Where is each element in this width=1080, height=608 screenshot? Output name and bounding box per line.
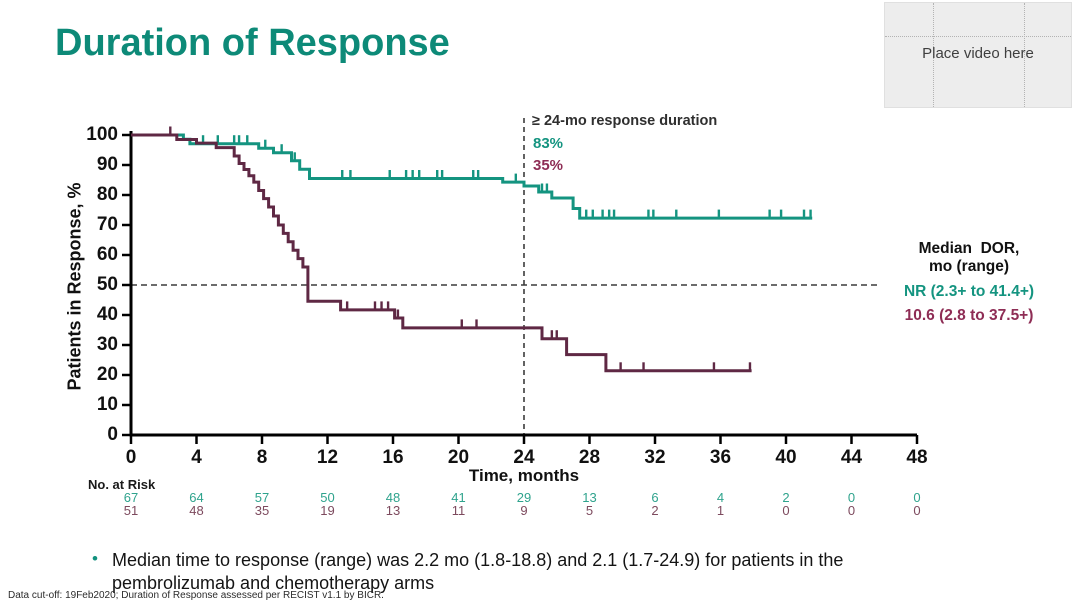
km-curve-chemotherapy [131, 133, 752, 373]
km-curve-pembrolizumab [131, 133, 813, 220]
risk-value-chemotherapy: 48 [189, 503, 204, 518]
risk-value-pembrolizumab: 6 [651, 490, 659, 505]
risk-value-chemotherapy: 11 [451, 503, 466, 518]
bullet-text: Median time to response (range) was 2.2 … [112, 550, 844, 593]
video-placeholder-label: Place video here [922, 45, 1034, 62]
y-tick-label: 50 [96, 274, 118, 295]
risk-value-pembrolizumab: 57 [254, 490, 270, 505]
risk-value-pembrolizumab: 48 [385, 490, 401, 505]
x-axis-title: Time, months [468, 466, 580, 485]
risk-value-pembrolizumab: 0 [847, 490, 856, 505]
x-tick-label: 24 [513, 447, 535, 468]
y-tick-label: 40 [96, 304, 118, 325]
placeholder-guide-hline [885, 36, 1071, 37]
risk-value-pembrolizumab: 50 [320, 490, 335, 505]
y-tick-label: 100 [86, 124, 118, 145]
risk-value-chemotherapy: 51 [123, 503, 139, 518]
bullet-icon: • [92, 549, 98, 568]
risk-value-pembrolizumab: 0 [913, 490, 921, 505]
page-title: Duration of Response [55, 22, 450, 64]
x-tick-label: 4 [191, 447, 202, 468]
x-tick-label: 8 [256, 447, 268, 468]
video-placeholder: Place video here [884, 2, 1072, 108]
x-tick-label: 40 [775, 447, 797, 468]
x-tick-label: 28 [578, 447, 601, 468]
x-tick-label: 32 [644, 447, 666, 468]
y-tick-label: 80 [96, 184, 118, 205]
median-dor-header-line2: mo (range) [928, 258, 1010, 275]
risk-value-pembrolizumab: 41 [451, 490, 466, 505]
y-tick-label: 0 [107, 424, 118, 445]
placeholder-guide-vline [933, 3, 934, 107]
risk-value-chemotherapy: 0 [847, 503, 856, 518]
median-dor-header-line1: Median DOR, [918, 240, 1020, 257]
risk-value-chemotherapy: 0 [913, 503, 921, 518]
risk-value-chemotherapy: 2 [651, 503, 659, 518]
annotation-24mo-header: ≥ 24-mo response duration [532, 113, 718, 129]
annotation-pembro-percent: 83% [533, 135, 564, 152]
median-dor-chemo-value: 10.6 (2.8 to 37.5+) [904, 307, 1034, 324]
risk-value-chemotherapy: 0 [782, 503, 790, 518]
risk-value-chemotherapy: 35 [254, 503, 270, 518]
y-tick-label: 30 [96, 334, 118, 355]
risk-value-chemotherapy: 13 [385, 503, 401, 518]
risk-value-pembrolizumab: 29 [516, 490, 532, 505]
median-dor-legend: Median DOR, mo (range) NR (2.3+ to 41.4+… [866, 240, 1072, 325]
risk-value-pembrolizumab: 2 [782, 490, 790, 505]
x-tick-label: 44 [840, 447, 863, 468]
risk-value-chemotherapy: 1 [716, 503, 725, 518]
x-tick-label: 48 [906, 447, 928, 468]
risk-value-pembrolizumab: 13 [582, 490, 597, 505]
annotation-chemo-percent: 35% [533, 157, 564, 174]
risk-table-label: No. at Risk [88, 477, 156, 492]
risk-value-chemotherapy: 5 [585, 503, 594, 518]
risk-value-chemotherapy: 19 [320, 503, 335, 518]
risk-value-chemotherapy: 9 [520, 503, 528, 518]
x-tick-label: 0 [125, 447, 137, 468]
footnote: Data cut-off: 19Feb2020; Duration of Res… [8, 590, 384, 601]
placeholder-guide-vline [1024, 3, 1025, 107]
x-tick-label: 12 [316, 447, 339, 468]
x-tick-label: 36 [709, 447, 732, 468]
risk-value-pembrolizumab: 4 [716, 490, 725, 505]
risk-value-pembrolizumab: 67 [123, 490, 139, 505]
x-tick-label: 20 [447, 447, 470, 468]
y-tick-label: 90 [96, 154, 118, 175]
median-dor-pembro-value: NR (2.3+ to 41.4+) [903, 283, 1035, 300]
x-tick-label: 16 [382, 447, 404, 468]
risk-value-pembrolizumab: 64 [189, 490, 204, 505]
y-tick-label: 70 [96, 214, 118, 235]
y-tick-label: 10 [96, 394, 118, 415]
y-tick-label: 20 [96, 364, 118, 385]
y-tick-label: 60 [96, 244, 118, 265]
